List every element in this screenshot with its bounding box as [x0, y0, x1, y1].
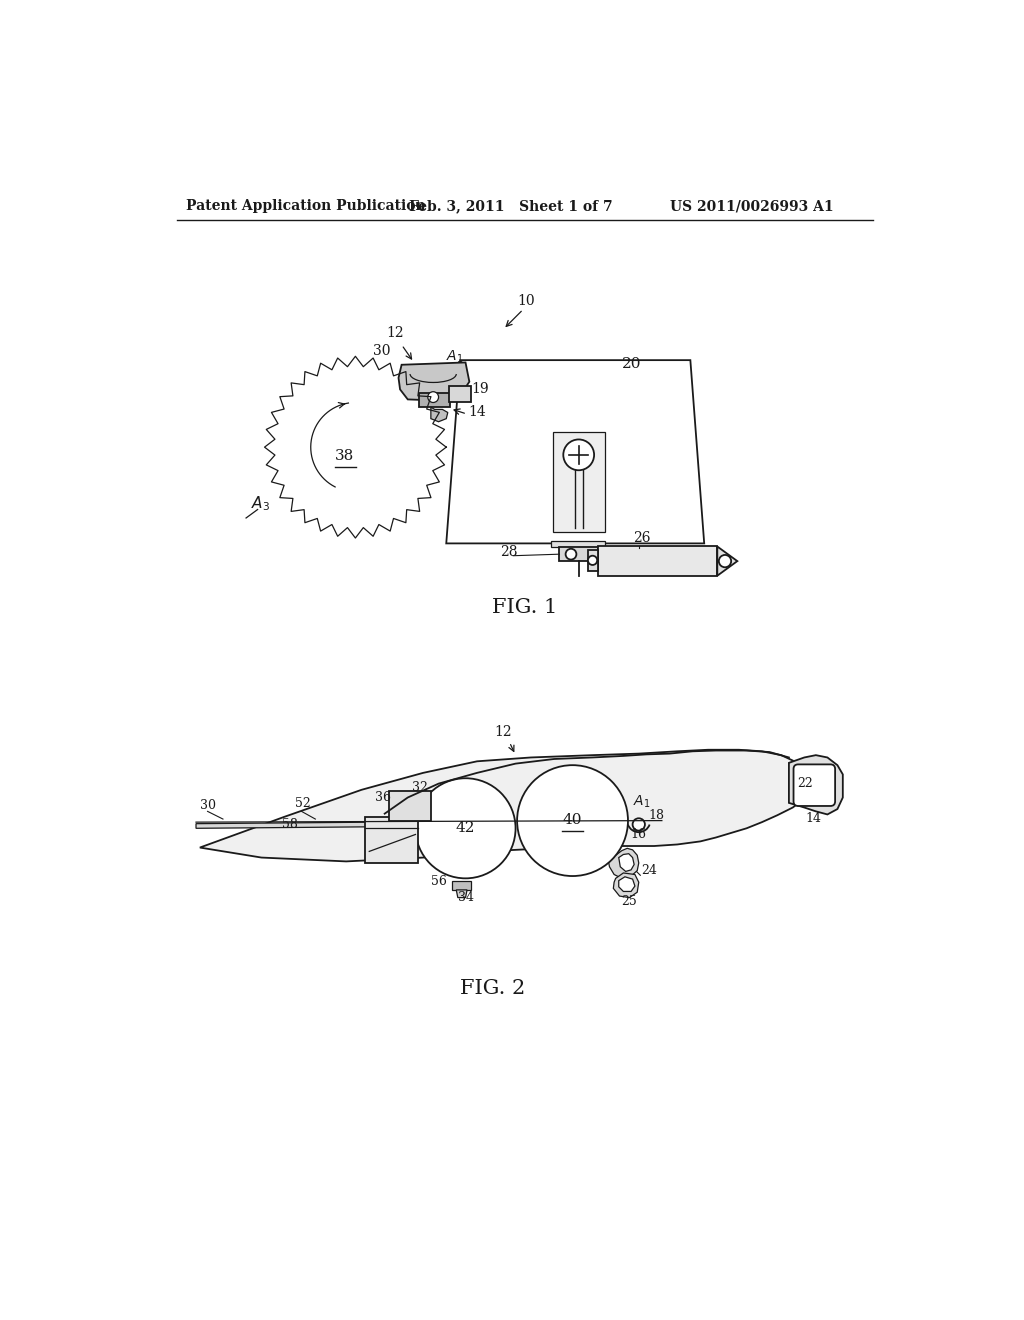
Text: 56: 56: [431, 875, 446, 888]
Polygon shape: [613, 873, 639, 898]
FancyBboxPatch shape: [794, 764, 836, 807]
Polygon shape: [717, 546, 737, 576]
Text: US 2011/0026993 A1: US 2011/0026993 A1: [670, 199, 834, 213]
Text: 58: 58: [283, 818, 298, 832]
Circle shape: [565, 549, 577, 560]
Polygon shape: [788, 755, 843, 814]
Text: 20: 20: [622, 356, 641, 371]
Polygon shape: [453, 880, 471, 890]
Text: 12: 12: [495, 725, 512, 739]
Text: 22: 22: [798, 777, 813, 791]
Polygon shape: [608, 849, 639, 878]
Text: 14: 14: [468, 405, 485, 420]
Text: 24: 24: [641, 865, 657, 878]
Text: $A_3$: $A_3$: [252, 495, 270, 513]
Circle shape: [428, 392, 438, 403]
Polygon shape: [200, 750, 799, 862]
Circle shape: [517, 766, 628, 876]
Text: 16: 16: [631, 828, 647, 841]
Polygon shape: [457, 890, 467, 898]
Text: 30: 30: [373, 343, 390, 358]
Text: Patent Application Publication: Patent Application Publication: [186, 199, 426, 213]
Text: 30: 30: [200, 799, 216, 812]
Polygon shape: [431, 407, 447, 422]
Text: $A_1$: $A_1$: [446, 348, 464, 364]
Bar: [598, 546, 717, 576]
Text: 12: 12: [386, 326, 403, 341]
Bar: [553, 432, 605, 532]
Text: 10: 10: [517, 294, 536, 308]
Text: 28: 28: [500, 545, 518, 558]
Text: 52: 52: [295, 797, 310, 809]
Bar: [366, 817, 418, 863]
Text: FIG. 1: FIG. 1: [493, 598, 557, 616]
Text: 14: 14: [805, 812, 821, 825]
Text: 38: 38: [335, 449, 354, 463]
Circle shape: [416, 779, 515, 878]
Text: Feb. 3, 2011   Sheet 1 of 7: Feb. 3, 2011 Sheet 1 of 7: [410, 199, 613, 213]
Text: 40: 40: [563, 813, 583, 828]
Text: 19: 19: [472, 383, 489, 396]
Text: 25: 25: [622, 895, 637, 908]
Circle shape: [588, 556, 597, 565]
Circle shape: [633, 818, 645, 830]
Polygon shape: [196, 822, 377, 829]
Bar: [559, 548, 598, 561]
Circle shape: [563, 440, 594, 470]
Polygon shape: [398, 363, 469, 401]
Polygon shape: [618, 876, 635, 891]
Text: 26: 26: [634, 531, 651, 545]
Text: FIG. 2: FIG. 2: [460, 979, 525, 998]
Bar: [388, 792, 431, 821]
Text: 36: 36: [376, 792, 391, 804]
Polygon shape: [618, 854, 634, 871]
Circle shape: [719, 554, 731, 568]
Bar: [450, 385, 471, 403]
Text: 18: 18: [649, 809, 665, 822]
Bar: [551, 541, 605, 548]
Text: 34: 34: [458, 891, 473, 904]
Text: $A_1$: $A_1$: [634, 793, 651, 809]
Bar: [419, 393, 451, 407]
Text: 42: 42: [456, 821, 475, 836]
Text: 32: 32: [412, 781, 427, 795]
Bar: [588, 549, 598, 572]
